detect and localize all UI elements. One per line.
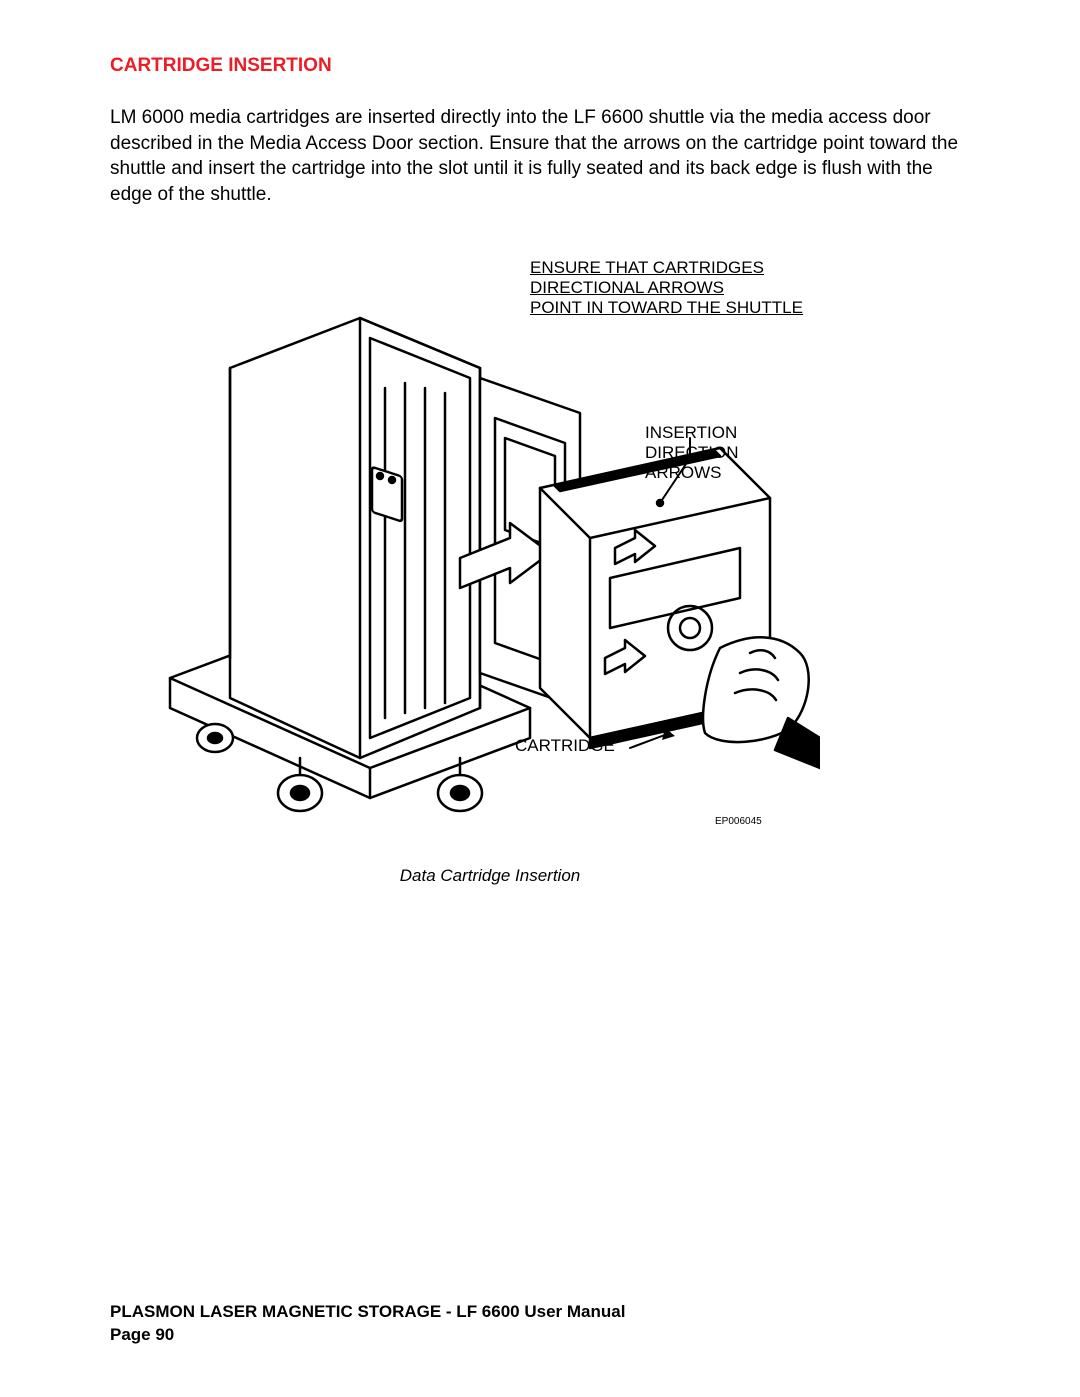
section-heading: CARTRIDGE INSERTION <box>110 55 970 77</box>
annotation-line: DIRECTIONAL ARROWS <box>530 278 724 297</box>
figure-caption: Data Cartridge Insertion <box>160 866 820 886</box>
footer-title: PLASMON LASER MAGNETIC STORAGE - LF 6600… <box>110 1301 625 1324</box>
annotation-line: DIRECTION <box>645 443 739 462</box>
annotation-top-note: ENSURE THAT CARTRIDGES DIRECTIONAL ARROW… <box>530 258 803 319</box>
annotation-cartridge: CARTRIDGE <box>515 736 615 756</box>
annotation-line: ENSURE THAT CARTRIDGES <box>530 258 764 277</box>
annotation-line: INSERTION <box>645 423 737 442</box>
figure: ENSURE THAT CARTRIDGES DIRECTIONAL ARROW… <box>160 238 820 858</box>
annotation-line: ARROWS <box>645 463 722 482</box>
page-footer: PLASMON LASER MAGNETIC STORAGE - LF 6600… <box>110 1301 625 1347</box>
figure-reference-id: EP006045 <box>715 816 762 827</box>
annotation-line: POINT IN TOWARD THE SHUTTLE <box>530 298 803 317</box>
annotation-insertion-arrows: INSERTION DIRECTION ARROWS <box>645 423 739 484</box>
body-paragraph: LM 6000 media cartridges are inserted di… <box>110 105 970 208</box>
footer-page: Page 90 <box>110 1324 625 1347</box>
cartridge-insertion-diagram <box>160 238 820 858</box>
